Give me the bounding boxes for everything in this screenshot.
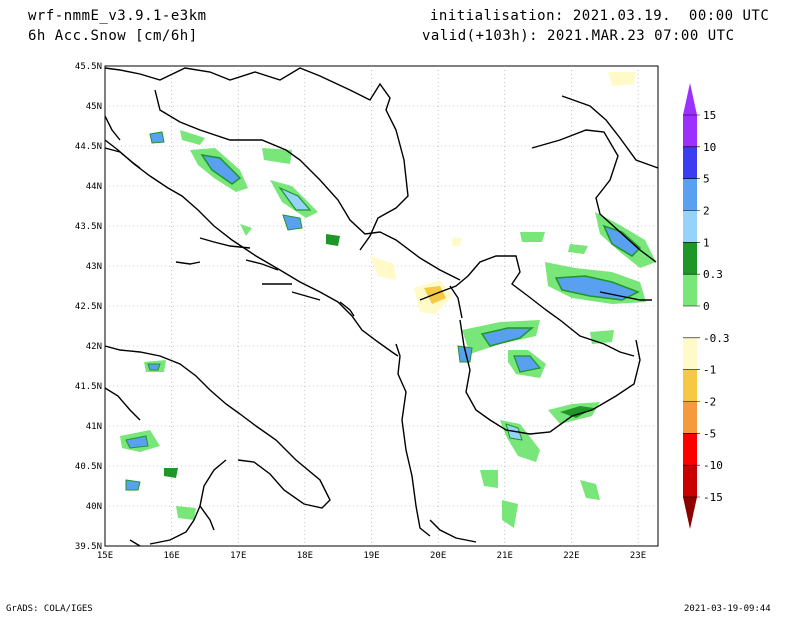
snow-area: [240, 224, 252, 236]
lon-tick-label: 17E: [230, 551, 246, 561]
colorbar-segment: [683, 242, 697, 275]
colorbar-label: 15: [703, 109, 716, 122]
lat-tick-label: 42N: [86, 342, 102, 352]
colorbar-label: 10: [703, 141, 716, 154]
colorbar-label: -15: [703, 491, 723, 504]
snow-area: [200, 153, 242, 185]
lat-tick-label: 44N: [86, 182, 102, 192]
snow-area: [580, 480, 600, 500]
melt-area: [608, 72, 636, 86]
colorbar-segment: [683, 401, 697, 434]
colorbar-label: -5: [703, 427, 716, 440]
snow-area: [176, 506, 196, 520]
melt-area: [452, 238, 462, 246]
colorbar-label: -0.3: [703, 332, 730, 345]
snow-area: [164, 468, 178, 478]
grads-credit: GrADS: COLA/IGES: [6, 604, 93, 614]
colorbar-label: -1: [703, 364, 716, 377]
lat-tick-label: 43N: [86, 262, 102, 272]
model-title: wrf-nmmE_v3.9.1-e3km: [28, 8, 207, 24]
snow-area: [480, 327, 535, 347]
snow-area: [262, 148, 292, 164]
colorbar-label: 0: [703, 300, 710, 313]
colorbar-bottom-arrow: [683, 497, 697, 529]
lat-tick-label: 45.5N: [75, 62, 102, 72]
snow-area: [480, 470, 498, 488]
lon-tick-label: 18E: [297, 551, 313, 561]
lon-tick-label: 15E: [97, 551, 113, 561]
lon-tick-label: 21E: [497, 551, 513, 561]
snow-area: [180, 130, 205, 145]
snow-area: [125, 435, 149, 449]
colorbar-label: 0.3: [703, 268, 723, 281]
snow-area: [457, 345, 473, 363]
colorbar-label: -10: [703, 459, 723, 472]
lat-tick-label: 43.5N: [75, 222, 102, 232]
melt-area: [370, 256, 396, 280]
lat-tick-label: 44.5N: [75, 142, 102, 152]
lon-tick-label: 16E: [163, 551, 179, 561]
colorbar-segment: [683, 274, 697, 306]
snow-area: [554, 275, 640, 301]
colorbar-segment: [683, 210, 697, 243]
snow-area: [278, 186, 312, 211]
colorbar-label: 5: [703, 173, 710, 186]
snow-area: [590, 330, 614, 344]
lon-tick-label: 23E: [630, 551, 646, 561]
colorbar-segment: [683, 115, 697, 147]
colorbar-segment: [683, 146, 697, 179]
colorbar-segment: [683, 306, 697, 338]
lat-tick-label: 39.5N: [75, 542, 102, 552]
colorbar-label: -2: [703, 396, 716, 409]
lat-tick-label: 41N: [86, 422, 102, 432]
colorbar: 15 10 5 2 1 0.3 0 -0.3 -1 -2 -5 -10 -15: [683, 83, 730, 529]
lat-tick-label: 45N: [86, 102, 102, 112]
longitude-labels: 15E 16E 17E 18E 19E 20E 21E 22E 23E: [97, 551, 646, 561]
lon-tick-label: 20E: [430, 551, 446, 561]
render-timestamp: 2021-03-19-09:44: [684, 604, 771, 614]
lat-tick-label: 41.5N: [75, 382, 102, 392]
melt-area: [424, 286, 446, 304]
colorbar-label: 2: [703, 205, 710, 218]
lon-tick-label: 22E: [563, 551, 579, 561]
colorbar-segment: [683, 465, 697, 497]
initialisation-time: initialisation: 2021.03.19. 00:00 UTC: [430, 8, 770, 24]
snow-area: [147, 363, 161, 371]
lat-tick-label: 42.5N: [75, 302, 102, 312]
lat-tick-label: 40.5N: [75, 462, 102, 472]
snow-area: [326, 234, 340, 246]
snow-area: [568, 244, 588, 254]
colorbar-segment: [683, 369, 697, 402]
snow-area: [125, 479, 141, 491]
snow-area: [149, 131, 165, 144]
snow-area: [560, 406, 594, 418]
snow-area: [282, 214, 303, 231]
colorbar-label: 1: [703, 236, 710, 249]
colorbar-segment: [683, 178, 697, 211]
snow-area: [520, 232, 545, 242]
lon-tick-label: 19E: [363, 551, 379, 561]
snow-field-areas: [120, 72, 656, 528]
field-title: 6h Acc.Snow [cm/6h]: [28, 28, 198, 44]
colorbar-top-arrow: [683, 83, 697, 115]
colorbar-segment: [683, 337, 697, 370]
snow-area: [513, 355, 542, 373]
snow-area: [502, 500, 518, 528]
colorbar-segment: [683, 433, 697, 466]
coastlines-borders: [104, 67, 659, 547]
lat-tick-label: 40N: [86, 502, 102, 512]
valid-time: valid(+103h): 2021.MAR.23 07:00 UTC: [422, 28, 735, 44]
latitude-labels: 45.5N 45N 44.5N 44N 43.5N 43N 42.5N 42N 41.5N 41N…: [75, 62, 102, 552]
